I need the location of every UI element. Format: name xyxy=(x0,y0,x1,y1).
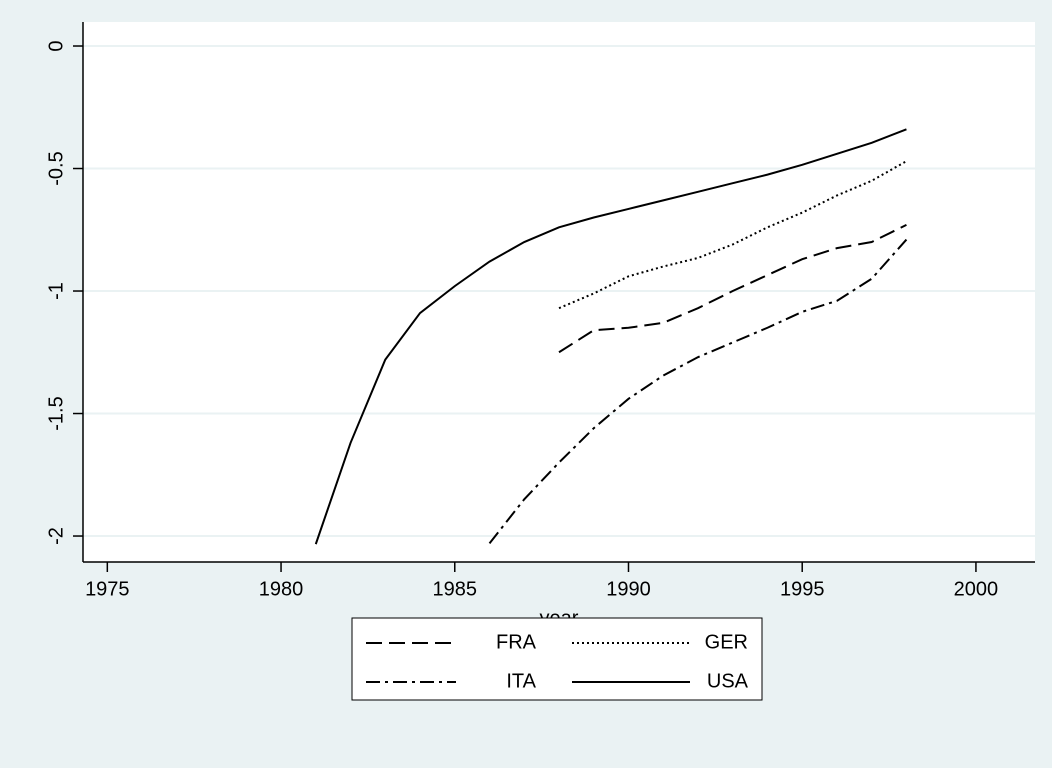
y-tick-label: -2 xyxy=(45,527,67,545)
y-tick-label: -1 xyxy=(45,282,67,300)
x-tick-label: 1975 xyxy=(85,578,130,600)
legend-label: ITA xyxy=(506,670,536,692)
legend-label: GER xyxy=(705,631,748,653)
x-tick-label: 1995 xyxy=(780,578,825,600)
legend-label: FRA xyxy=(496,631,537,653)
y-tick-label: -1.5 xyxy=(45,396,67,430)
series-line xyxy=(488,238,908,544)
series-line xyxy=(314,128,907,545)
legend xyxy=(351,617,763,701)
x-tick-label: 1980 xyxy=(259,578,304,600)
x-tick-label: 1985 xyxy=(433,578,478,600)
x-tick-label: 1990 xyxy=(606,578,651,600)
series-line xyxy=(558,223,907,354)
series-line xyxy=(558,160,907,310)
x-tick-label: 2000 xyxy=(954,578,999,600)
y-tick-label: 0 xyxy=(45,40,67,51)
y-tick-label: -0.5 xyxy=(45,151,67,185)
legend-label: USA xyxy=(707,670,749,692)
